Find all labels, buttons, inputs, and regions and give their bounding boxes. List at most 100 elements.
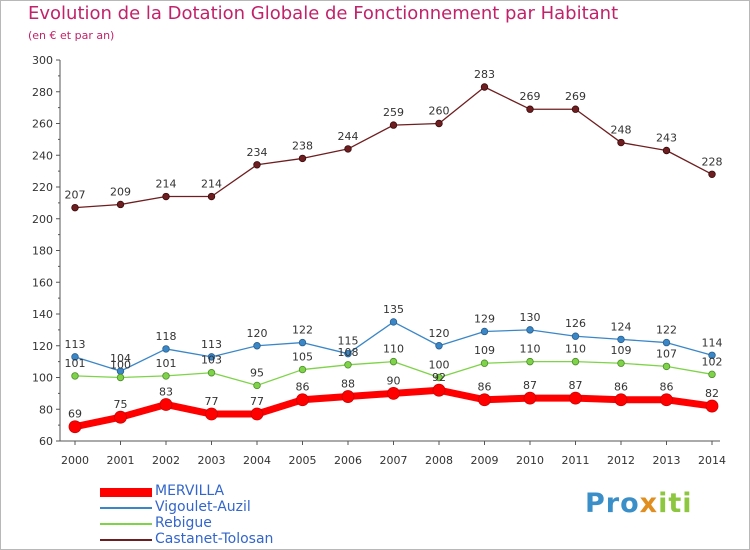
x-tick-label: 2010 (516, 454, 544, 467)
y-tick-label: 200 (32, 213, 53, 226)
y-tick-label: 80 (39, 403, 53, 416)
data-label-vigoulet-auzil: 113 (201, 338, 222, 351)
data-label-vigoulet-auzil: 113 (65, 338, 86, 351)
data-label-mervilla: 87 (523, 379, 537, 392)
data-label-castanet-tolosan: 243 (656, 131, 677, 144)
data-point-mervilla (660, 393, 673, 407)
data-label-vigoulet-auzil: 120 (247, 327, 268, 340)
data-label-mervilla: 88 (341, 378, 355, 391)
data-label-vigoulet-auzil: 126 (565, 317, 586, 330)
data-point-rebigue (617, 359, 625, 367)
legend-swatch-rebigue (100, 523, 152, 525)
x-tick-label: 2005 (289, 454, 317, 467)
data-point-mervilla (159, 398, 173, 411)
x-tick-label: 2008 (425, 454, 453, 467)
data-point-mervilla (387, 386, 400, 400)
legend-label: MERVILLA (155, 483, 225, 499)
y-tick-label: 220 (32, 181, 53, 194)
data-point-rebigue (253, 381, 261, 390)
data-label-castanet-tolosan: 244 (338, 130, 359, 143)
legend-swatch-castanet-tolosan (100, 539, 152, 541)
data-point-castanet-tolosan (162, 192, 170, 201)
data-label-mervilla: 77 (250, 395, 264, 408)
data-point-vigoulet-auzil (617, 335, 625, 344)
y-tick-label: 140 (32, 308, 53, 321)
data-label-vigoulet-auzil: 120 (429, 327, 450, 340)
data-label-mervilla: 86 (296, 381, 310, 394)
data-point-rebigue (71, 372, 79, 380)
data-point-mervilla (250, 407, 264, 421)
data-point-rebigue (435, 373, 443, 382)
legend-swatch-mervilla (100, 487, 152, 497)
data-point-castanet-tolosan (116, 200, 125, 209)
data-label-rebigue: 107 (656, 347, 677, 360)
data-point-castanet-tolosan (480, 83, 489, 91)
y-tick-label: 60 (39, 435, 53, 448)
data-label-vigoulet-auzil: 104 (110, 352, 131, 365)
x-tick-label: 2001 (107, 454, 135, 467)
y-tick-label: 280 (32, 86, 53, 99)
data-point-rebigue (298, 365, 307, 374)
data-point-castanet-tolosan (617, 138, 625, 147)
data-label-rebigue: 109 (474, 344, 495, 357)
y-tick-label: 160 (32, 276, 53, 289)
data-label-castanet-tolosan: 214 (201, 178, 222, 191)
data-label-castanet-tolosan: 269 (520, 90, 541, 103)
x-tick-label: 2000 (61, 454, 89, 467)
data-point-mervilla (523, 391, 537, 405)
y-tick-label: 100 (32, 372, 53, 385)
legend-label: Rebigue (155, 515, 212, 531)
data-label-vigoulet-auzil: 129 (474, 312, 495, 325)
data-label-vigoulet-auzil: 130 (520, 311, 541, 324)
x-tick-label: 2011 (562, 454, 590, 467)
data-point-mervilla (705, 399, 719, 413)
x-tick-label: 2012 (607, 454, 635, 467)
data-point-vigoulet-auzil (389, 318, 398, 326)
data-label-mervilla: 82 (705, 387, 719, 400)
data-label-vigoulet-auzil: 115 (338, 335, 359, 348)
data-point-rebigue (389, 357, 398, 366)
data-point-vigoulet-auzil (526, 326, 534, 334)
data-point-mervilla (205, 407, 218, 421)
data-point-rebigue (662, 362, 671, 371)
data-label-castanet-tolosan: 234 (247, 146, 268, 159)
y-tick-label: 240 (32, 149, 53, 162)
data-label-rebigue: 100 (429, 359, 450, 372)
legend-label: Castanet-Tolosan (155, 531, 274, 547)
data-label-rebigue: 110 (565, 343, 586, 356)
data-label-vigoulet-auzil: 135 (383, 303, 404, 316)
data-label-rebigue: 108 (338, 346, 359, 359)
data-point-vigoulet-auzil (662, 338, 671, 347)
data-point-rebigue (207, 369, 216, 377)
data-label-vigoulet-auzil: 122 (656, 324, 677, 337)
data-point-vigoulet-auzil (480, 327, 489, 336)
data-point-rebigue (116, 373, 125, 382)
data-point-vigoulet-auzil (253, 342, 261, 350)
data-label-rebigue: 110 (383, 343, 404, 356)
data-point-castanet-tolosan (298, 154, 307, 163)
data-point-mervilla (614, 393, 628, 407)
data-label-castanet-tolosan: 214 (156, 178, 177, 191)
data-point-castanet-tolosan (662, 146, 671, 155)
data-point-mervilla (296, 393, 309, 407)
data-point-castanet-tolosan (708, 170, 716, 178)
data-label-mervilla: 86 (660, 381, 674, 394)
data-point-rebigue (708, 370, 716, 379)
data-point-castanet-tolosan (253, 161, 261, 169)
data-label-mervilla: 83 (159, 385, 173, 398)
x-tick-label: 2003 (198, 454, 226, 467)
data-label-mervilla: 75 (114, 398, 128, 411)
data-point-mervilla (114, 410, 127, 424)
data-point-mervilla (478, 393, 491, 407)
data-label-mervilla: 92 (432, 371, 446, 384)
data-label-mervilla: 87 (569, 379, 583, 392)
data-point-rebigue (480, 359, 489, 367)
data-point-vigoulet-auzil (571, 332, 580, 340)
x-tick-label: 2009 (471, 454, 499, 467)
x-tick-label: 2002 (152, 454, 180, 467)
y-tick-label: 120 (32, 340, 53, 353)
data-label-mervilla: 77 (205, 395, 219, 408)
x-tick-label: 2013 (653, 454, 681, 467)
data-point-rebigue (526, 357, 534, 366)
